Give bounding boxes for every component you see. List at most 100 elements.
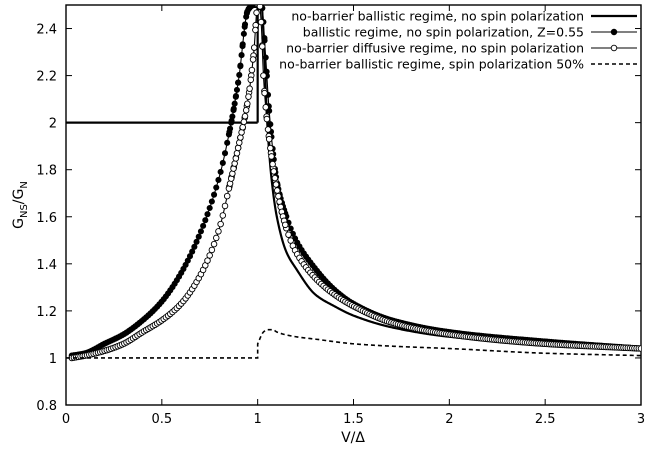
series-point: [257, 18, 265, 26]
series-point: [208, 246, 216, 254]
series-point: [262, 104, 269, 111]
series-point: [267, 144, 274, 152]
series-point: [230, 107, 237, 114]
axis-ticks: 0 0.5 1 1.5 2 2.5 3 0.8 1 1.2 1.4 1.6 1.8 2 2.2 2.4: [36, 5, 645, 427]
series-point: [228, 119, 235, 126]
series-point: [235, 79, 242, 86]
series-point: [215, 228, 222, 235]
series-point: [239, 123, 246, 131]
series-point: [270, 168, 278, 175]
series-point: [262, 54, 269, 61]
series-point: [231, 100, 238, 107]
legend: no-barrier ballistic regime, no spin pol…: [279, 9, 637, 72]
series-point: [232, 155, 240, 162]
y-tick-label: 2.4: [36, 23, 57, 38]
series-line: [66, 328, 641, 359]
series-point: [271, 174, 279, 182]
series-4: [66, 328, 641, 359]
series-point: [263, 115, 271, 123]
series-point: [219, 159, 226, 166]
series-point: [241, 113, 249, 120]
series-point: [272, 181, 280, 188]
series-point: [252, 26, 259, 34]
series-point: [240, 30, 247, 37]
y-tick-label: 2.2: [36, 70, 57, 85]
y-tick-label: 1: [49, 352, 57, 367]
y-tick-label: 1.8: [36, 164, 57, 179]
series-point: [267, 121, 274, 128]
x-tick-label: 3: [637, 412, 645, 427]
series-point: [250, 44, 258, 51]
series-point: [206, 252, 213, 259]
series-point: [285, 231, 292, 238]
series-point: [244, 100, 251, 108]
series-point: [243, 13, 250, 20]
legend-label: no-barrier ballistic regime, spin polari…: [279, 57, 584, 72]
series-point: [189, 248, 196, 255]
series-point: [265, 135, 273, 143]
series-point: [215, 176, 222, 184]
series-layer: [66, 5, 641, 362]
series-point: [223, 192, 231, 200]
x-tick-label: 1.5: [343, 412, 364, 427]
series-point: [200, 222, 207, 229]
x-tick-label: 0.5: [151, 412, 172, 427]
series-point: [249, 56, 257, 63]
series-point: [269, 160, 276, 168]
series-point: [247, 76, 255, 84]
series-point: [260, 72, 267, 79]
series-point: [225, 131, 232, 138]
series-point: [238, 52, 245, 59]
series-point: [224, 139, 231, 146]
series-point: [197, 228, 204, 235]
series-point: [191, 243, 198, 250]
legend-label: ballistic regime, no spin polarization, …: [303, 25, 584, 40]
series-point: [219, 212, 227, 219]
y-tick-label: 1.6: [36, 211, 57, 226]
series-point: [232, 93, 239, 100]
series-point: [238, 129, 245, 136]
series-point: [253, 9, 260, 17]
legend-label: no-barrier diffusive regime, no spin pol…: [286, 41, 584, 56]
series-point: [248, 66, 256, 74]
legend-marker: [610, 28, 618, 36]
series-point: [233, 86, 241, 93]
series-point: [239, 41, 246, 48]
series-point: [236, 71, 243, 78]
series-point: [268, 153, 275, 160]
series-point: [236, 139, 243, 146]
series-point: [227, 125, 234, 132]
series-point: [240, 118, 248, 126]
series-point: [229, 113, 236, 120]
series-3: [68, 5, 641, 362]
series-point: [231, 160, 238, 167]
series-point: [212, 234, 220, 242]
series-point: [246, 85, 253, 92]
series-point: [276, 198, 283, 205]
x-tick-label: 2: [445, 412, 453, 427]
series-point: [287, 237, 294, 244]
series-point: [217, 168, 224, 175]
y-tick-label: 1.2: [36, 305, 57, 320]
series-point: [237, 134, 244, 141]
series-point: [211, 191, 218, 198]
series-point: [275, 193, 282, 200]
series-point: [213, 184, 220, 191]
series-point: [221, 202, 229, 210]
series-point: [195, 233, 202, 240]
series-point: [245, 93, 252, 100]
series-point: [264, 126, 272, 133]
series-point: [242, 107, 250, 114]
series-point: [259, 43, 266, 50]
y-tick-label: 2: [49, 117, 57, 132]
x-tick-label: 2.5: [535, 412, 556, 427]
series-point: [282, 221, 289, 229]
series-point: [202, 217, 209, 224]
series-point: [237, 62, 244, 69]
series-point: [210, 240, 218, 248]
x-tick-label: 1: [254, 412, 262, 427]
series-point: [217, 220, 224, 228]
series-point: [256, 5, 264, 10]
series-point: [273, 187, 281, 194]
